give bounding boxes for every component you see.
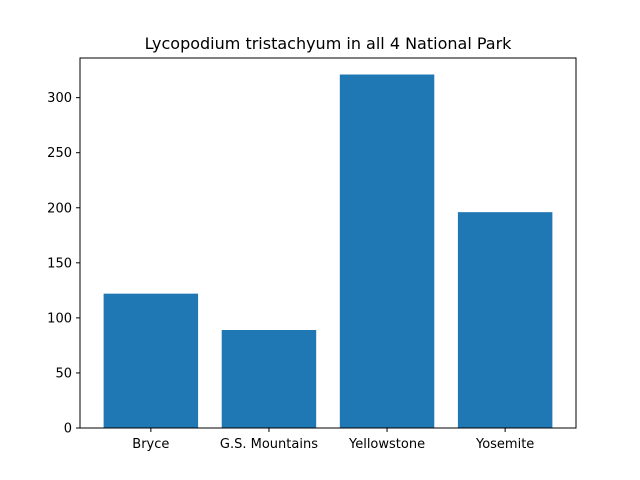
y-tick-label: 150 — [47, 256, 72, 271]
bar-bryce — [103, 293, 199, 428]
chart-title: Lycopodium tristachyum in all 4 National… — [145, 34, 513, 53]
y-axis: 0 50 100 150 200 250 300 — [47, 91, 80, 437]
x-tick-label: Bryce — [132, 437, 169, 452]
y-tick-label: 250 — [47, 146, 72, 161]
x-tick-label: Yellowstone — [348, 437, 425, 452]
bar-yosemite — [457, 212, 553, 428]
bar-g-s-mountains — [221, 329, 317, 428]
bars-group — [103, 74, 553, 429]
x-tick-label: G.S. Mountains — [220, 437, 318, 452]
y-tick-label: 200 — [47, 201, 72, 216]
plot-frame — [79, 57, 577, 429]
y-tick-label: 50 — [55, 366, 72, 381]
y-tick-label: 0 — [64, 422, 72, 437]
x-axis: Bryce G.S. Mountains Yellowstone Yosemite — [132, 428, 534, 452]
bar-yellowstone — [339, 74, 435, 429]
x-tick-label: Yosemite — [475, 437, 534, 452]
y-tick-label: 100 — [47, 311, 72, 326]
y-tick-label: 300 — [47, 91, 72, 106]
